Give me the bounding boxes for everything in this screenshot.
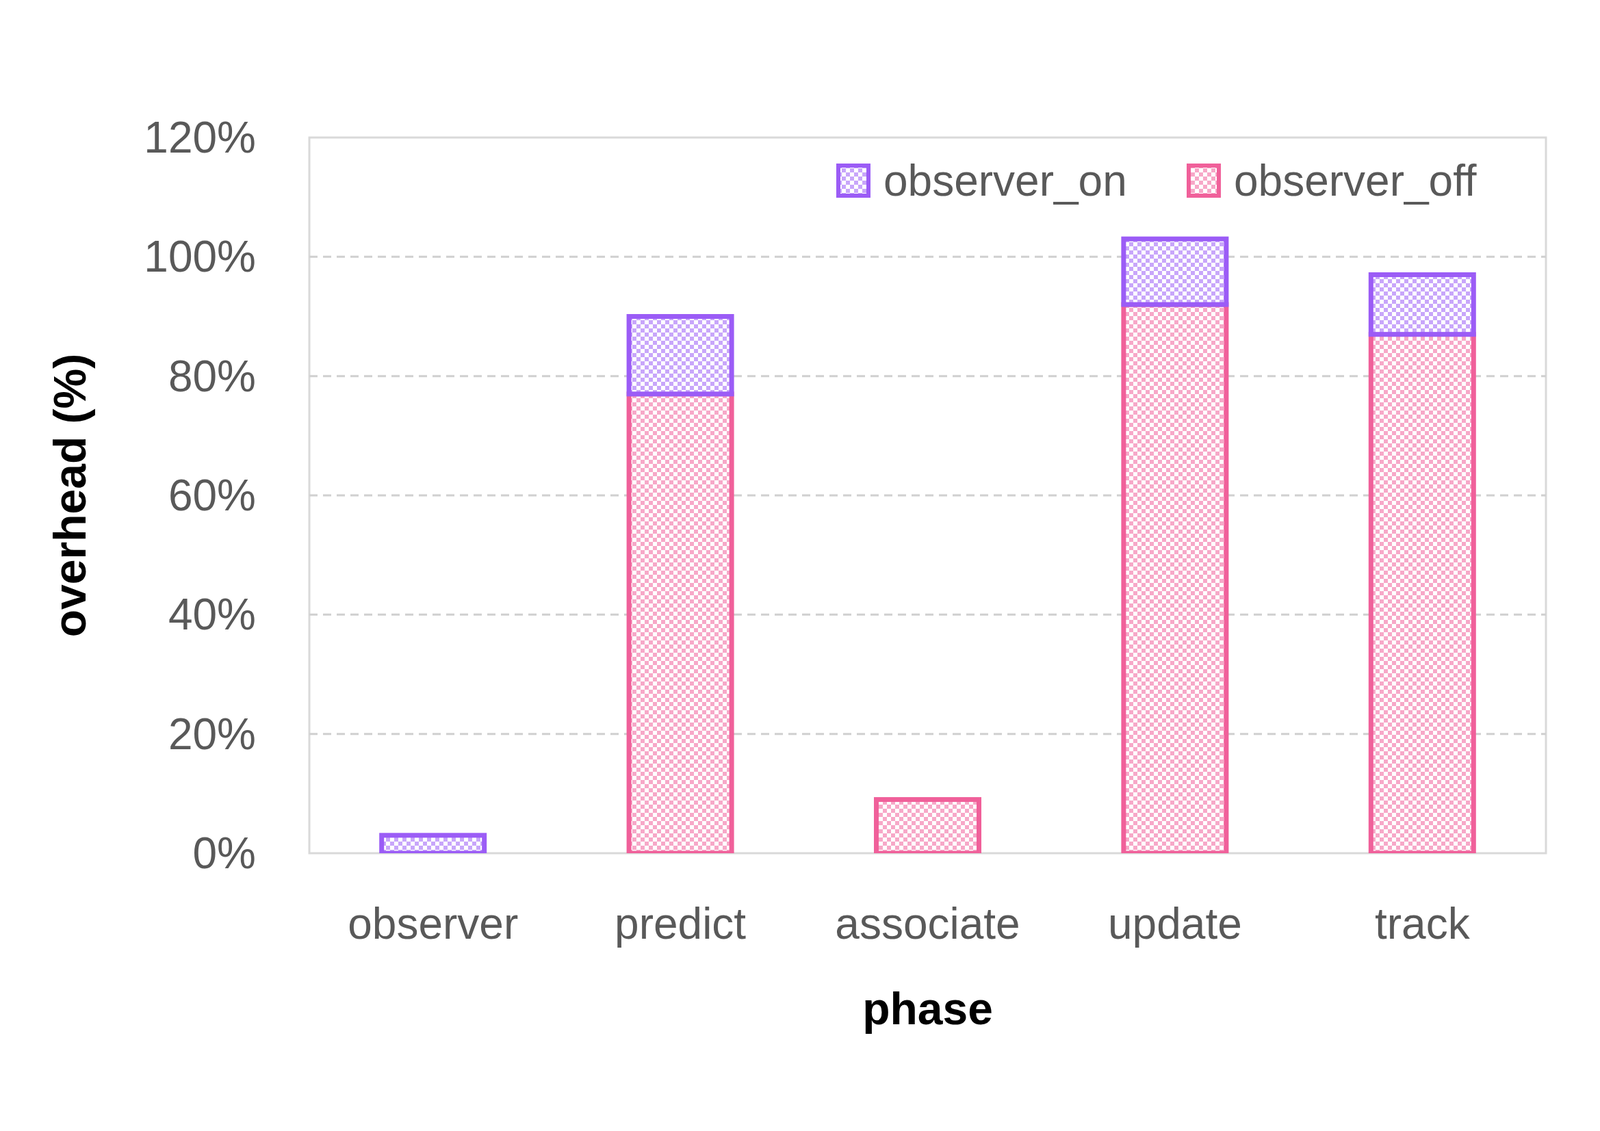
bar xyxy=(628,394,732,854)
legend-label: observer_on xyxy=(883,156,1128,206)
y-tick-label: 100% xyxy=(143,231,256,282)
y-axis-title: overhead (%) xyxy=(44,353,96,638)
y-tick-label: 120% xyxy=(143,112,256,163)
bar xyxy=(381,835,485,854)
y-tick-label: 60% xyxy=(168,470,256,521)
x-axis-title: phase xyxy=(862,983,993,1035)
grid-line xyxy=(309,255,1546,258)
y-tick-label: 40% xyxy=(168,589,256,640)
y-tick-label: 20% xyxy=(168,709,256,759)
bars xyxy=(381,238,1475,854)
x-tick-label: track xyxy=(1374,899,1471,949)
x-tick-label: associate xyxy=(834,899,1020,949)
bar xyxy=(1370,274,1474,334)
bar xyxy=(876,800,980,854)
bar xyxy=(1123,304,1227,854)
chart: 0% 20% 40% 60% 80% 100% 120% observer predict ass… xyxy=(0,0,1600,1131)
grid-line xyxy=(309,375,1546,378)
bar xyxy=(1370,334,1474,854)
x-tick-label: predict xyxy=(614,899,746,949)
bar xyxy=(1123,238,1227,305)
bar xyxy=(876,797,980,803)
plot-frame xyxy=(309,137,1546,854)
legend-label: observer_off xyxy=(1233,156,1477,206)
grid-line xyxy=(309,613,1546,616)
y-tick-label: 0% xyxy=(192,828,257,879)
legend-swatch xyxy=(1188,165,1219,196)
x-tick-label: update xyxy=(1107,899,1243,949)
grid-line xyxy=(309,732,1546,735)
grid-line xyxy=(309,494,1546,497)
x-tick-label: observer xyxy=(347,899,519,949)
legend: observer_off observer_on xyxy=(838,156,1477,206)
legend-swatch xyxy=(838,165,869,196)
y-tick-label: 80% xyxy=(168,351,256,402)
bar xyxy=(628,316,732,395)
